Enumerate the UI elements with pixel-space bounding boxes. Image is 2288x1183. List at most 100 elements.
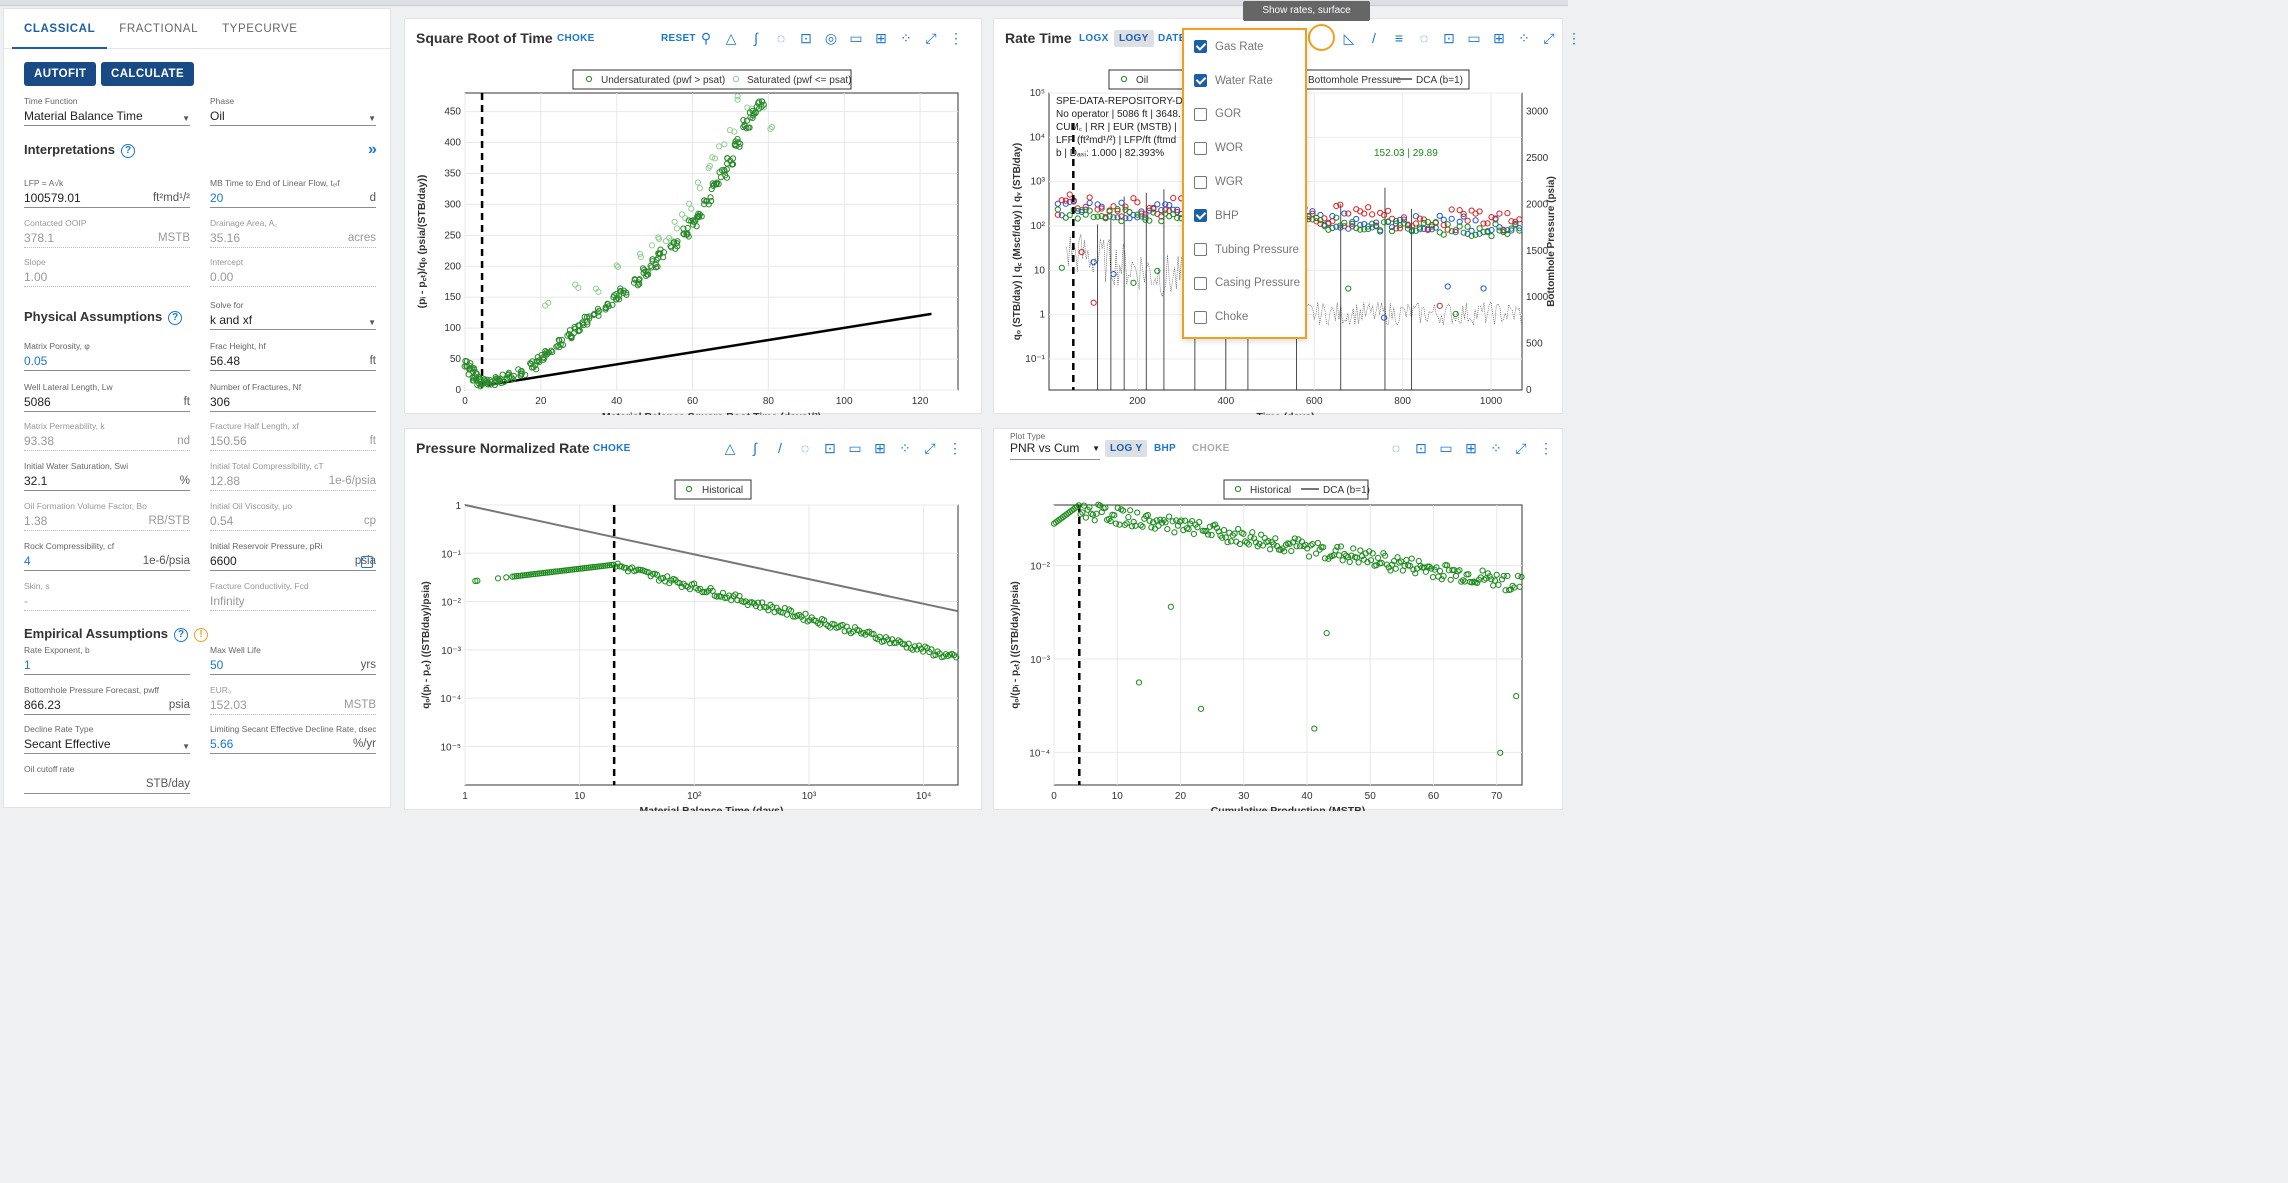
dropdown-item-gas-rate[interactable]: Gas Rate [1184, 30, 1305, 64]
tab-fractional[interactable]: FRACTIONAL [119, 23, 199, 35]
date-toggle[interactable]: DATE [1158, 33, 1186, 44]
integral-icon[interactable]: ∫ [754, 30, 758, 46]
field-value[interactable]: 56.48 ft [210, 352, 376, 371]
field-3[interactable]: MB Time to End of Linear Flow, tₑₗf 20 d [210, 178, 376, 208]
dropdown-item-casing-pressure[interactable]: Casing Pressure [1184, 267, 1305, 301]
field-value[interactable]: Secant Effective ▼ [24, 735, 190, 754]
field-24[interactable]: Rate Exponent, b 1 [24, 645, 190, 675]
comment-icon[interactable]: ▭ [1439, 440, 1453, 456]
tab-classical[interactable]: CLASSICAL [12, 9, 108, 49]
dice-icon[interactable]: ⁘ [1490, 440, 1502, 456]
logy-toggle[interactable]: LOG Y [1105, 440, 1148, 457]
field-12[interactable]: Well Lateral Length, Lw 5086 ft [24, 382, 190, 412]
dropdown-item-wor[interactable]: WOR [1184, 131, 1305, 165]
more-icon[interactable]: ⋮ [1539, 440, 1553, 456]
pin-icon[interactable]: ⚲ [700, 30, 712, 46]
choke-toggle[interactable]: CHOKE [1192, 443, 1230, 454]
dice-icon[interactable]: ⁘ [900, 30, 912, 46]
field-1[interactable]: Phase Oil ▼ [210, 96, 376, 126]
field-value[interactable]: k and xf ▼ [210, 311, 376, 330]
lock-icon[interactable]: ⊡ [800, 30, 812, 46]
lock-icon[interactable]: ⊡ [1443, 30, 1455, 46]
field-20[interactable]: Rock Compressibility, cf 4 1e-6/psia [24, 541, 190, 571]
field-value[interactable]: Oil ▼ [210, 107, 376, 126]
checkbox[interactable] [1194, 40, 1207, 54]
choke-toggle[interactable]: CHOKE [593, 443, 631, 454]
plot-type-select[interactable]: PNR vs Cum ▼ [1010, 441, 1100, 460]
lock-icon[interactable]: ⊡ [1415, 440, 1427, 456]
rates-icon[interactable]: ◺ [1343, 30, 1355, 46]
chevron-down-icon[interactable]: ▼ [182, 742, 190, 751]
field-10[interactable]: Matrix Porosity, φ 0.05 [24, 341, 190, 371]
field-value[interactable]: 5.66 %/yr [210, 735, 376, 754]
dropdown-item-wgr[interactable]: WGR [1184, 165, 1305, 199]
expand-icon[interactable]: ⤢ [924, 440, 936, 456]
table-icon[interactable]: ⊞ [1493, 30, 1505, 46]
line-icon[interactable]: / [778, 440, 782, 456]
dropdown-item-gor[interactable]: GOR [1184, 98, 1305, 132]
field-value[interactable]: 306 [210, 393, 376, 412]
field-2[interactable]: LFP = A√k 100579.01 ft²md¹/² [24, 178, 190, 208]
field-25[interactable]: Max Well Life 50 yrs [210, 645, 376, 675]
field-11[interactable]: Frac Height, hf 56.48 ft [210, 341, 376, 371]
logx-toggle[interactable]: LOGX [1079, 33, 1109, 44]
help-icon[interactable]: ? [121, 143, 136, 158]
checkbox[interactable] [1194, 141, 1207, 155]
speech-lasso-icon[interactable]: ◎ [824, 30, 838, 46]
field-value[interactable]: 32.1% [24, 472, 190, 491]
field-value[interactable]: 100579.01 ft²md¹/² [24, 189, 190, 208]
help-icon[interactable]: ? [174, 627, 188, 642]
logy-toggle[interactable]: LOGY [1114, 30, 1154, 47]
line-icon[interactable]: / [1372, 30, 1376, 46]
field-30[interactable]: Oil cutoff rate STB/day [24, 764, 190, 794]
chevron-down-icon[interactable]: ▼ [368, 114, 376, 123]
dropdown-item-bhp[interactable]: BHP [1184, 199, 1305, 233]
field-value[interactable]: Material Balance Time ▼ [24, 107, 190, 126]
checkbox[interactable] [1194, 243, 1207, 257]
field-value[interactable]: 4 1e-6/psia [24, 552, 190, 571]
field-21[interactable]: Initial Reservoir Pressure, pRi 6600 psia [210, 541, 376, 571]
field-value[interactable]: 20 d [210, 189, 376, 208]
table-icon[interactable]: ⊞ [875, 30, 887, 46]
field-13[interactable]: Number of Fractures, Nf 306 [210, 382, 376, 412]
more-icon[interactable]: ⋮ [949, 30, 963, 46]
calculate-button[interactable]: CALCULATE [101, 62, 195, 86]
comment-icon[interactable]: ▭ [1467, 30, 1481, 46]
lasso-icon[interactable]: ◌ [776, 30, 786, 46]
field-9[interactable]: Solve for k and xf ▼ [210, 300, 376, 330]
triangle-icon[interactable]: △ [725, 30, 737, 46]
expand-icon[interactable]: ⤢ [1543, 30, 1555, 46]
checkbox[interactable] [1194, 310, 1207, 324]
warning-icon[interactable]: ! [194, 627, 208, 642]
chevron-down-icon[interactable]: ▼ [182, 114, 190, 123]
table-icon[interactable]: ⊞ [1465, 440, 1477, 456]
field-value[interactable]: 50 yrs [210, 656, 376, 675]
field-value[interactable]: 5086 ft [24, 393, 190, 412]
field-value[interactable]: 866.23 psia [24, 696, 190, 715]
field-16[interactable]: Initial Water Saturation, Swi 32.1% [24, 461, 190, 491]
help-icon[interactable]: ? [168, 310, 183, 325]
checkbox[interactable] [1194, 74, 1207, 88]
checkbox[interactable] [1194, 276, 1207, 290]
triangle-icon[interactable]: △ [724, 440, 736, 456]
reset-button[interactable]: RESET [661, 33, 696, 44]
field-value[interactable]: 0.05 [24, 352, 190, 371]
calculator-icon[interactable] [361, 556, 373, 568]
dropdown-item-choke[interactable]: Choke [1184, 300, 1305, 334]
bhp-toggle[interactable]: BHP [1154, 443, 1177, 454]
more-icon[interactable]: ⋮ [948, 440, 962, 456]
field-28[interactable]: Decline Rate Type Secant Effective ▼ [24, 724, 190, 754]
field-value[interactable]: 6600 psia [210, 552, 376, 571]
choke-toggle[interactable]: CHOKE [557, 33, 595, 44]
field-29[interactable]: Limiting Secant Effective Decline Rate, … [210, 724, 376, 754]
dropdown-item-tubing-pressure[interactable]: Tubing Pressure [1184, 233, 1305, 267]
lasso-icon[interactable]: ◌ [800, 440, 810, 456]
checkbox[interactable] [1194, 209, 1207, 223]
lasso-icon[interactable]: ◌ [1391, 440, 1401, 456]
lasso-icon[interactable]: ◌ [1419, 30, 1429, 46]
checkbox[interactable] [1194, 175, 1207, 189]
field-0[interactable]: Time Function Material Balance Time ▼ [24, 96, 190, 126]
chevron-down-icon[interactable]: ▼ [368, 318, 376, 327]
checkbox[interactable] [1194, 107, 1207, 121]
integral-icon[interactable]: ∫ [753, 440, 757, 456]
